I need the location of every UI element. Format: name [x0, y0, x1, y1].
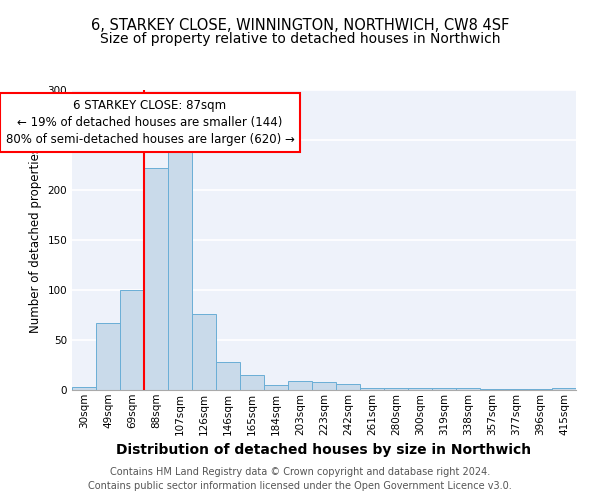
Bar	[264, 385, 288, 390]
Bar	[312, 382, 336, 390]
Bar	[504, 389, 528, 390]
Text: Size of property relative to detached houses in Northwich: Size of property relative to detached ho…	[100, 32, 500, 46]
X-axis label: Distribution of detached houses by size in Northwich: Distribution of detached houses by size …	[116, 443, 532, 457]
Bar	[240, 375, 264, 390]
Bar	[72, 387, 96, 390]
Bar	[336, 384, 360, 390]
Bar	[432, 388, 456, 390]
Text: 6, STARKEY CLOSE, WINNINGTON, NORTHWICH, CW8 4SF: 6, STARKEY CLOSE, WINNINGTON, NORTHWICH,…	[91, 18, 509, 32]
Bar	[360, 388, 384, 390]
Bar	[456, 388, 480, 390]
Text: Contains HM Land Registry data © Crown copyright and database right 2024.
Contai: Contains HM Land Registry data © Crown c…	[88, 467, 512, 491]
Bar	[480, 389, 504, 390]
Bar	[96, 323, 120, 390]
Bar	[168, 147, 192, 390]
Bar	[408, 388, 432, 390]
Bar	[144, 168, 168, 390]
Bar	[216, 362, 240, 390]
Bar	[528, 389, 552, 390]
Bar	[120, 290, 144, 390]
Bar	[384, 388, 408, 390]
Y-axis label: Number of detached properties: Number of detached properties	[29, 147, 42, 333]
Bar	[552, 388, 576, 390]
Bar	[288, 381, 312, 390]
Bar	[192, 314, 216, 390]
Text: 6 STARKEY CLOSE: 87sqm
← 19% of detached houses are smaller (144)
80% of semi-de: 6 STARKEY CLOSE: 87sqm ← 19% of detached…	[5, 99, 295, 146]
